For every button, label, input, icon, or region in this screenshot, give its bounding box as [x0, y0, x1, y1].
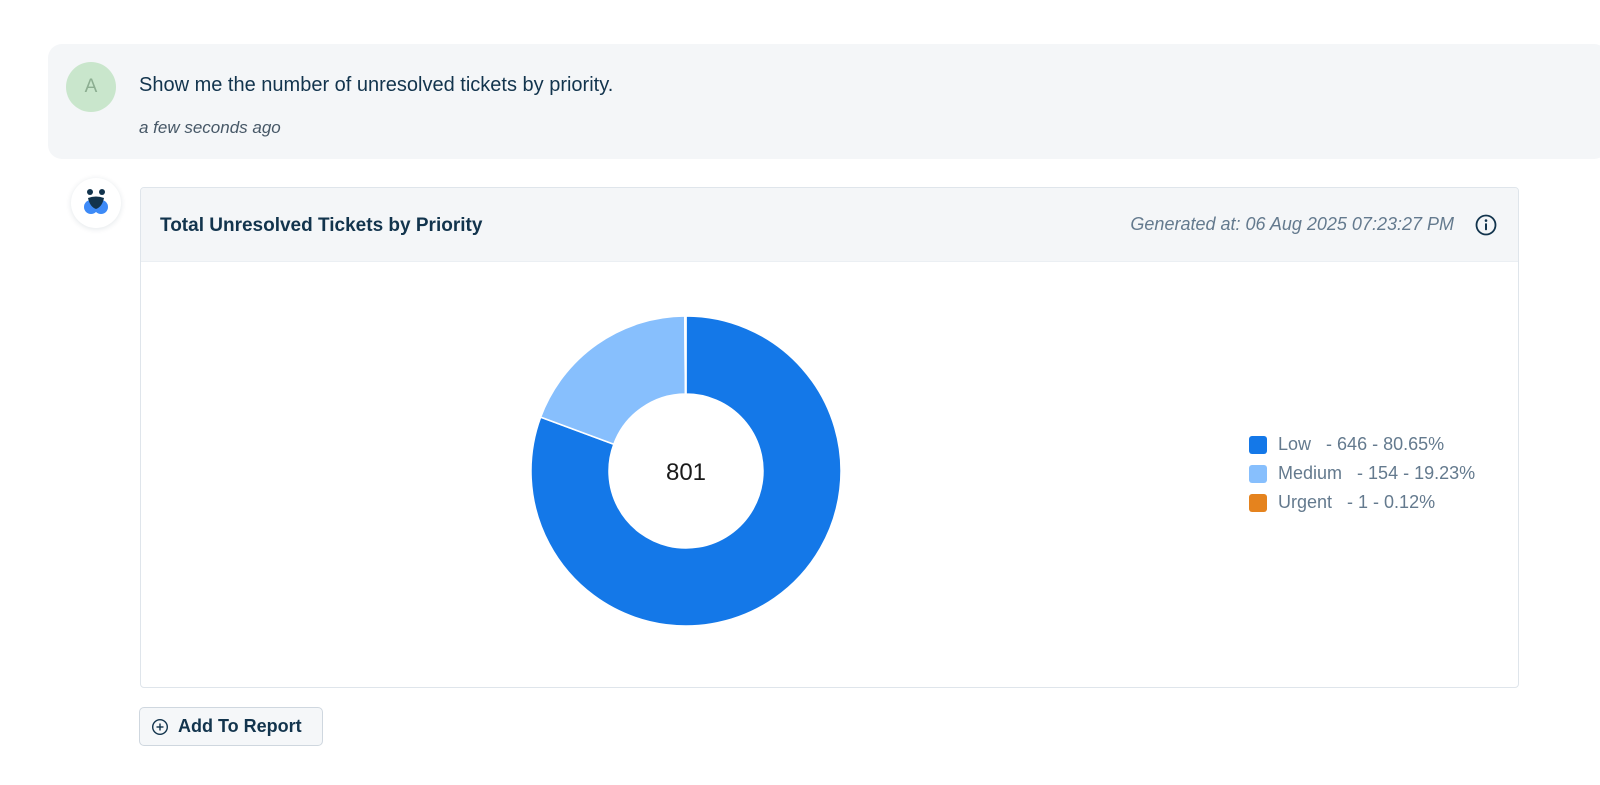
chart-legend: Low - 646 - 80.65% Medium - 154 - 19.23%… [1249, 430, 1475, 517]
bot-logo-icon [84, 189, 108, 214]
legend-label: Medium [1278, 463, 1343, 483]
legend-label: Low [1278, 434, 1312, 454]
plus-circle-icon [151, 718, 169, 736]
legend-swatch [1249, 435, 1267, 454]
legend-value: - 154 - 19.23% [1357, 463, 1476, 483]
donut-slice-low[interactable] [530, 315, 842, 627]
legend-item-low[interactable]: Low - 646 - 80.65% [1249, 430, 1475, 459]
legend-item-medium[interactable]: Medium - 154 - 19.23% [1249, 459, 1475, 488]
chart-card: Total Unresolved Tickets by Priority Gen… [140, 187, 1519, 688]
donut-chart: 801 [530, 315, 842, 627]
legend-item-urgent[interactable]: Urgent - 1 - 0.12% [1249, 488, 1475, 517]
donut-slice-medium[interactable] [539, 315, 687, 446]
legend-swatch [1249, 464, 1267, 483]
legend-value: - 646 - 80.65% [1326, 434, 1445, 454]
legend-value: - 1 - 0.12% [1347, 492, 1436, 512]
user-message-text: Show me the number of unresolved tickets… [139, 74, 614, 96]
generated-timestamp: Generated at: 06 Aug 2025 07:23:27 PM [1130, 214, 1454, 234]
chart-title: Total Unresolved Tickets by Priority [160, 215, 483, 236]
add-to-report-button[interactable]: Add To Report [139, 707, 323, 746]
chart-card-header: Total Unresolved Tickets by Priority Gen… [141, 188, 1518, 262]
add-to-report-label: Add To Report [178, 716, 302, 736]
user-avatar: A [66, 62, 116, 112]
user-message-timestamp: a few seconds ago [139, 118, 281, 137]
legend-swatch [1249, 493, 1267, 512]
donut-slice-urgent[interactable] [684, 315, 687, 395]
bot-avatar [71, 178, 121, 228]
info-icon[interactable] [1474, 213, 1498, 237]
donut-center-total: 801 [666, 459, 706, 486]
user-message: A Show me the number of unresolved ticke… [48, 44, 1600, 159]
legend-label: Urgent [1278, 492, 1333, 512]
